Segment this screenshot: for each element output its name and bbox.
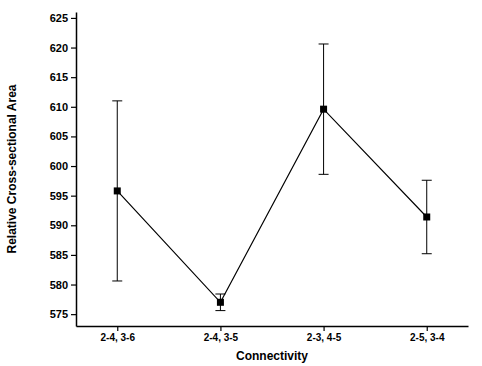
y-tick: 605 (50, 130, 76, 142)
x-axis-title: Connectivity (236, 349, 308, 363)
y-tick-label: 590 (50, 219, 68, 231)
y-tick-mark (71, 314, 76, 315)
y-axis-line (76, 13, 78, 327)
error-bar (112, 101, 122, 281)
error-bar-segment (215, 294, 225, 295)
y-axis-title: Relative Cross-sectional Area (5, 84, 19, 253)
y-tick: 625 (50, 12, 76, 24)
x-tick-mark (323, 326, 324, 331)
y-tick-label: 595 (50, 190, 68, 202)
y-tick: 615 (50, 71, 76, 83)
y-tick-mark (71, 136, 76, 137)
y-tick-mark (71, 196, 76, 197)
x-tick: 2-5, 3-4 (410, 326, 445, 343)
data-point (423, 213, 430, 220)
x-tick-label: 2-5, 3-4 (410, 332, 445, 343)
y-tick: 580 (50, 279, 76, 291)
plot: 575 580 585 590 595 600 605 610 615 620 625 2-4, 3-… (50, 12, 469, 343)
y-tick: 620 (50, 42, 76, 54)
x-tick: 2-3, 4-5 (307, 326, 342, 343)
y-tick-label: 605 (50, 130, 68, 142)
error-bar (422, 180, 432, 253)
error-bar-segment (319, 174, 329, 175)
y-tick: 595 (50, 190, 76, 202)
y-tick-label: 610 (50, 101, 68, 113)
data-point (217, 299, 224, 306)
x-axis-line (77, 326, 469, 328)
y-tick-mark (71, 77, 76, 78)
data-point (114, 187, 121, 194)
x-tick-label: 2-3, 4-5 (307, 332, 342, 343)
error-bar (215, 294, 225, 311)
y-tick-label: 600 (50, 160, 68, 172)
x-tick: 2-4, 3-6 (101, 326, 136, 343)
y-tick-label: 585 (50, 249, 68, 261)
y-tick-label: 620 (50, 42, 68, 54)
error-bar-segment (319, 43, 329, 44)
data-line (117, 109, 426, 302)
y-tick-label: 625 (50, 12, 68, 24)
error-bar-segment (422, 180, 432, 181)
error-bar-segment (112, 100, 122, 101)
y-tick: 610 (50, 101, 76, 113)
x-axis: 2-4, 3-6 2-4, 3-5 2-3, 4-5 2-5, 3-4 (77, 326, 469, 343)
y-tick-mark (71, 47, 76, 48)
y-tick-mark (71, 18, 76, 19)
y-tick-label: 575 (50, 308, 68, 320)
error-bar (319, 44, 329, 174)
marks (112, 44, 431, 311)
x-tick-label: 2-4, 3-6 (101, 332, 136, 343)
y-tick-label: 580 (50, 279, 68, 291)
x-tick-mark (117, 326, 118, 331)
x-tick-mark (220, 326, 221, 331)
error-bar-segment (215, 310, 225, 311)
y-tick: 590 (50, 219, 76, 231)
error-bar-segment (422, 253, 432, 254)
x-tick-mark (427, 326, 428, 331)
y-tick-mark (71, 107, 76, 108)
y-tick-mark (71, 284, 76, 285)
y-tick: 575 (50, 308, 76, 320)
y-tick-label: 615 (50, 71, 68, 83)
y-tick-mark (71, 225, 76, 226)
y-axis: 575 580 585 590 595 600 605 610 615 620 625 (50, 12, 77, 327)
y-tick: 600 (50, 160, 76, 172)
chart: 575 580 585 590 595 600 605 610 615 620 625 2-4, 3-… (0, 0, 482, 366)
x-tick-label: 2-4, 3-5 (204, 332, 239, 343)
y-tick-mark (71, 166, 76, 167)
y-tick: 585 (50, 249, 76, 261)
data-point (320, 106, 327, 113)
x-tick: 2-4, 3-5 (204, 326, 239, 343)
error-bar-segment (112, 280, 122, 281)
y-tick-mark (71, 255, 76, 256)
